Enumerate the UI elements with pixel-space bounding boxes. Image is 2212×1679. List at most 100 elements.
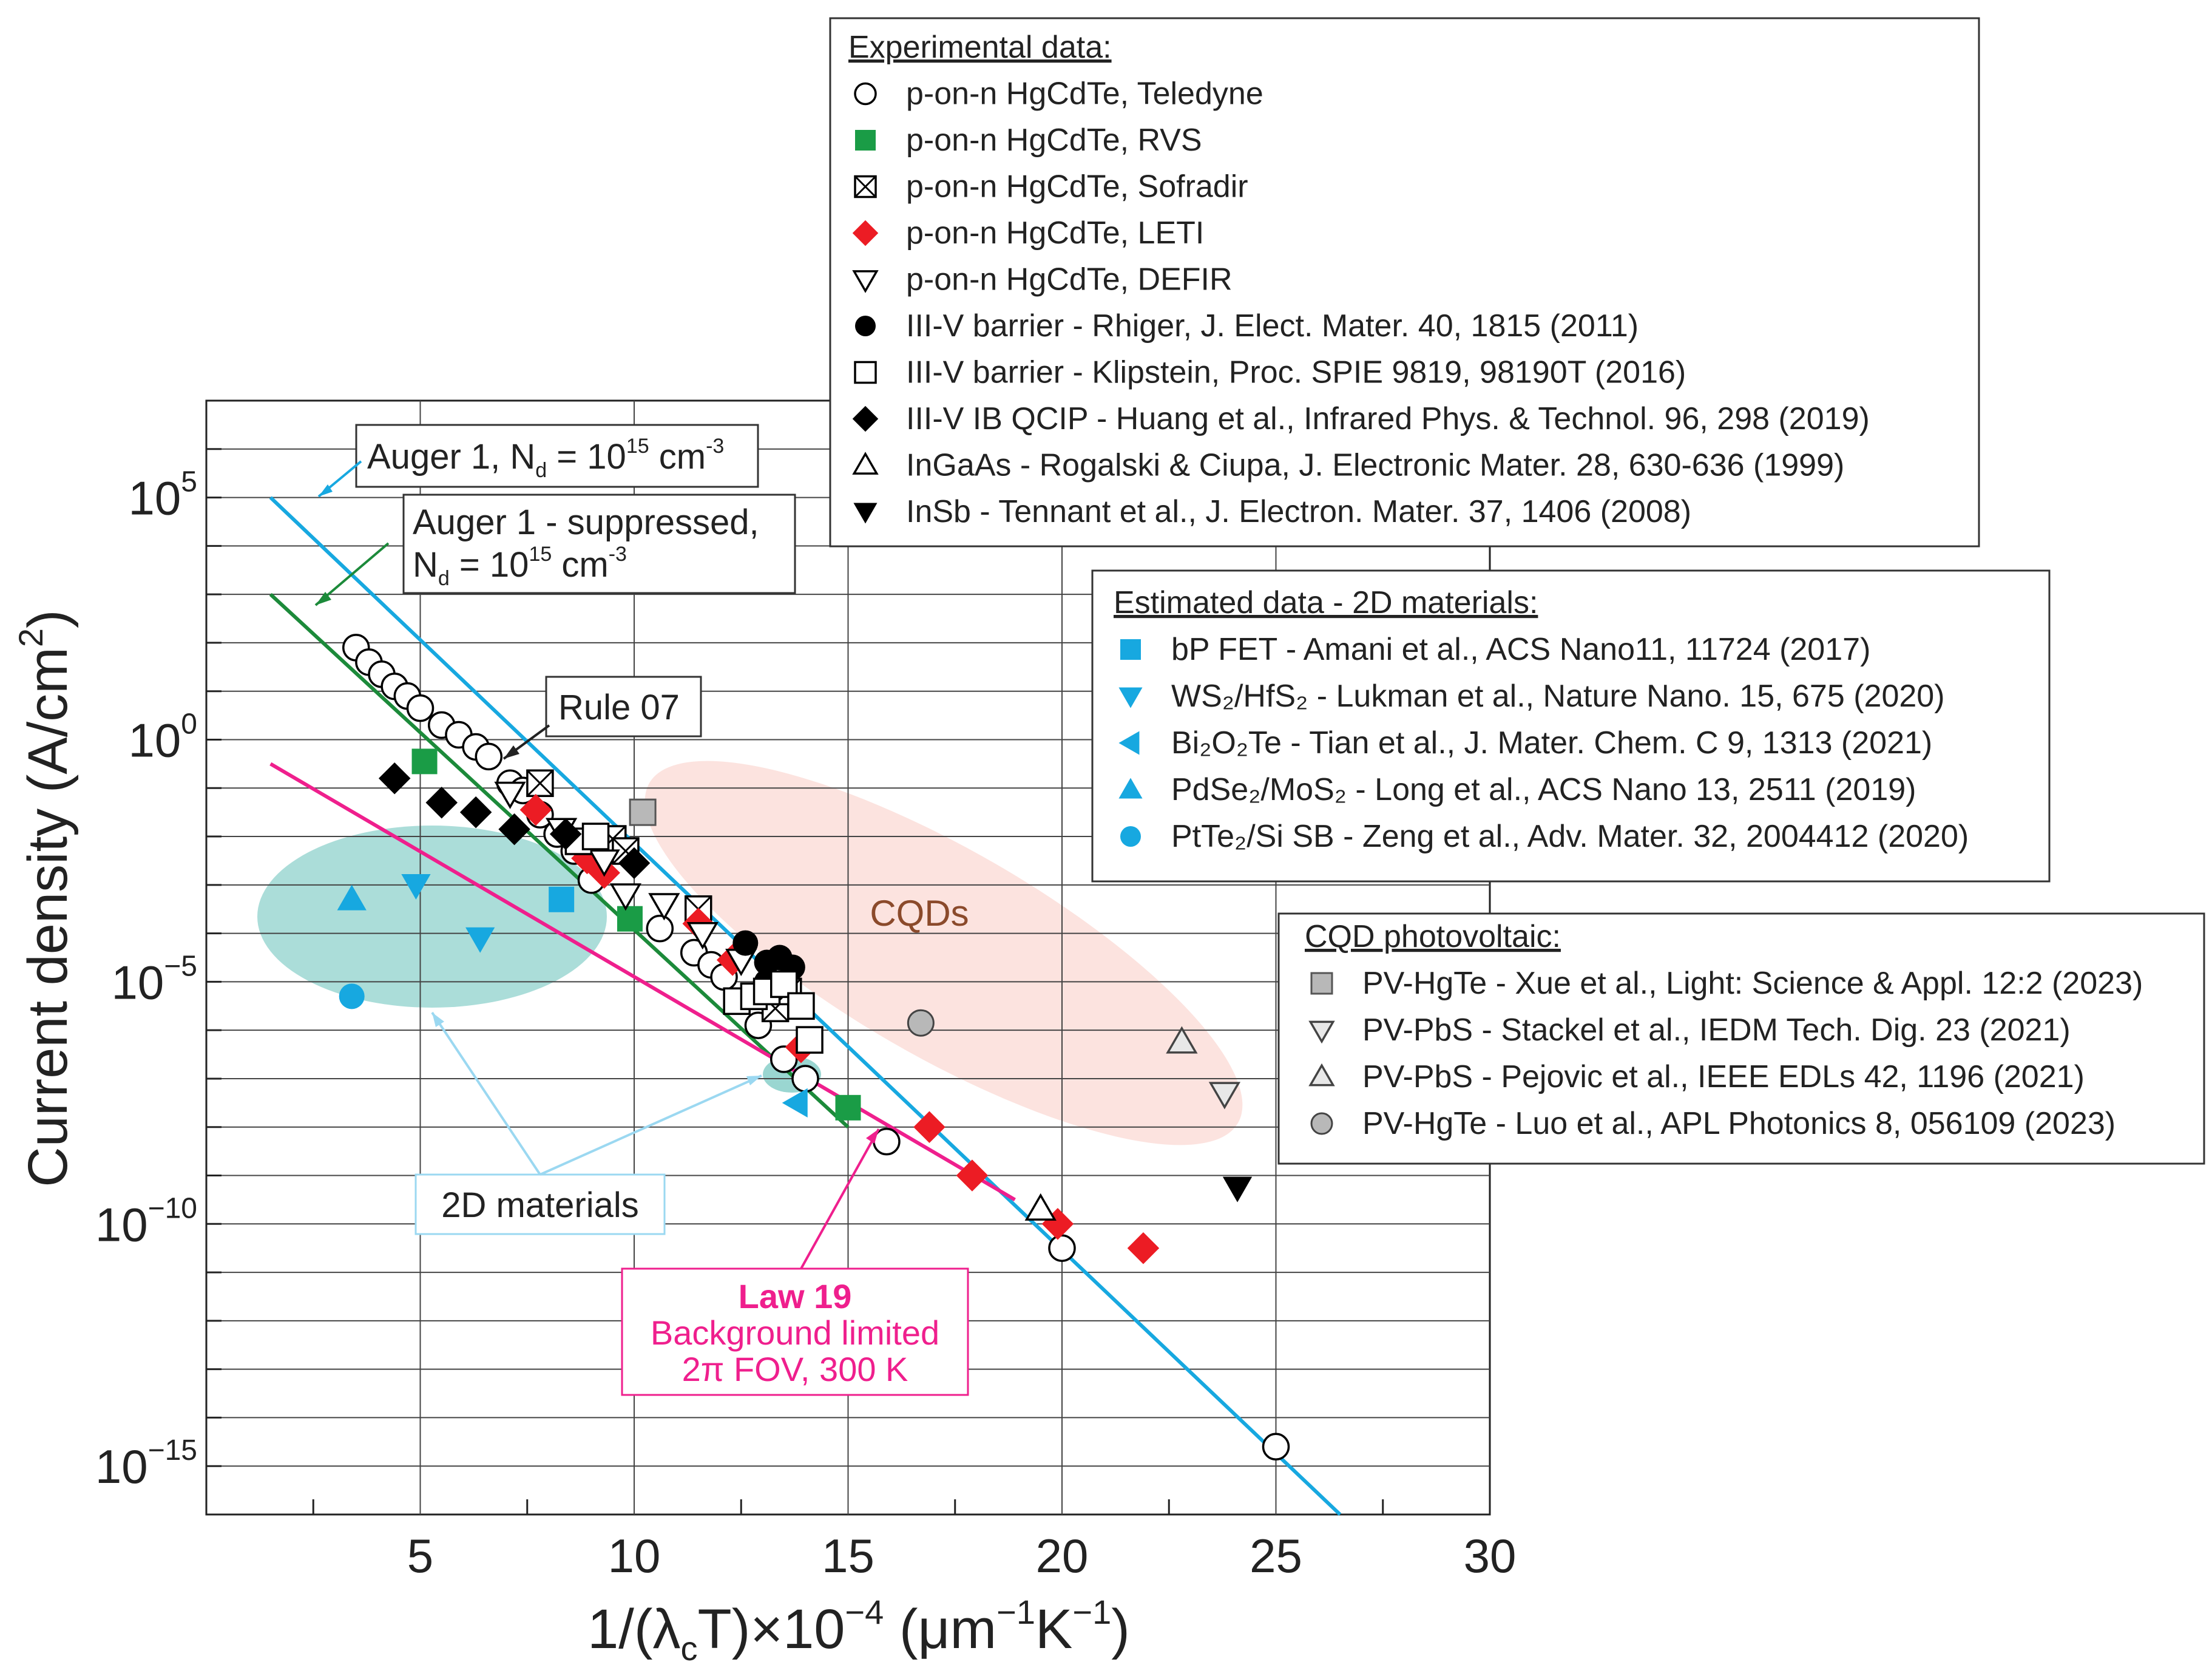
legend-marker — [1308, 1020, 1335, 1044]
annotation-law-19: Law 19 Background limited 2π FOV, 300 K — [621, 1128, 969, 1396]
series-pv-hgte-luo-et-al-apl-photonics-8-056109 — [907, 1009, 935, 1037]
legend-label: Bi₂O₂Te - Tian et al., J. Mater. Chem. C… — [1171, 725, 1932, 761]
data-point — [835, 1094, 861, 1121]
data-point — [1127, 1232, 1160, 1264]
legend-cqd-photovoltaic: CQD photovoltaic: PV-HgTe - Xue et al., L… — [1277, 912, 2205, 1165]
data-point — [411, 748, 438, 775]
x-tick-label: 30 — [1464, 1529, 1517, 1582]
data-point — [609, 883, 642, 911]
series-bp-fet-amani-et-al-acs-nano11-11724-2017 — [549, 886, 575, 912]
legend-marker — [854, 361, 877, 384]
annotation-auger-suppressed: Auger 1 - suppressed, Nd = 1015 cm-3 — [314, 494, 796, 606]
data-point — [787, 992, 815, 1020]
x-axis-title: 1/(λcT)×10−4 (μm−1K−1) — [587, 1593, 1130, 1667]
legend-marker — [1308, 1063, 1335, 1087]
legend-label: III-V IB QCIP - Huang et al., Infrared P… — [906, 401, 1870, 436]
data-point — [1222, 1176, 1253, 1202]
y-tick-label: 105 — [129, 466, 197, 525]
data-point — [588, 849, 620, 877]
legend-label: p-on-n HgCdTe, Teledyne — [906, 76, 1263, 112]
region-cqds — [644, 761, 1243, 1145]
svg-text:Rule 07: Rule 07 — [558, 688, 680, 727]
legend-marker — [1118, 687, 1143, 708]
annotation-auger1: Auger 1, Nd = 1015 cm-3 — [317, 424, 759, 498]
data-point — [1166, 1026, 1198, 1054]
series-p-on-n-hgcdte-rvs — [411, 748, 861, 1121]
annotation-2d-materials: 2D materials — [414, 1011, 762, 1235]
series-p-on-n-hgcdte-teledyne — [342, 634, 1290, 1461]
data-point — [475, 742, 503, 771]
y-tick-label: 100 — [129, 708, 197, 767]
data-point — [1024, 1193, 1057, 1221]
svg-text:2π FOV, 300 K: 2π FOV, 300 K — [682, 1350, 908, 1388]
legend-marker — [1310, 972, 1333, 995]
svg-text:Auger 1, Nd = 1015 cm-3: Auger 1, Nd = 1015 cm-3 — [367, 435, 724, 482]
legend-marker — [1310, 1112, 1333, 1135]
model-line-auger-1-suppressed-nd-10-15-cm-3 — [269, 592, 850, 1128]
svg-text:Background limited: Background limited — [651, 1314, 939, 1352]
legend-marker — [1120, 639, 1141, 660]
data-point — [618, 847, 651, 880]
legend-label: PV-PbS - Stackel et al., IEDM Tech. Dig.… — [1362, 1012, 2071, 1048]
data-point — [519, 793, 552, 826]
y-axis-title: Current density (A/cm2) — [12, 609, 79, 1187]
data-point — [498, 813, 530, 846]
legend-marker — [854, 82, 877, 106]
data-point — [629, 798, 657, 826]
series-pv-pbs-pejovic-et-al-ieee-edls-42-1196-2 — [1166, 1026, 1198, 1054]
legend-label: PtTe₂/Si SB - Zeng et al., Adv. Mater. 3… — [1171, 819, 1969, 854]
series-iii-v-barrier-klipstein-proc-spie-9819-9 — [564, 823, 824, 1054]
series-ptte-si-sb-zeng-et-al-adv-mater-32-20044 — [339, 983, 365, 1009]
legend-label: WS₂/HfS₂ - Lukman et al., Nature Nano. 1… — [1171, 679, 1945, 714]
series-pdse-mos-long-et-al-acs-nano-13-2511-201 — [337, 884, 367, 911]
legend-marker — [855, 130, 876, 151]
legend-label: p-on-n HgCdTe, RVS — [906, 123, 1202, 158]
legend-experimental: Experimental data: p-on-n HgCdTe, Teledyn… — [829, 17, 1980, 548]
data-point — [425, 786, 458, 819]
data-point — [339, 983, 365, 1009]
legend-label: III-V barrier - Rhiger, J. Elect. Mater.… — [906, 308, 1639, 344]
svg-text:Nd = 1015 cm-3: Nd = 1015 cm-3 — [413, 543, 627, 590]
legend-label: PV-HgTe - Xue et al., Light: Science & A… — [1362, 966, 2143, 1001]
data-point — [549, 886, 575, 912]
data-point — [581, 823, 610, 850]
series-pv-hgte-xue-et-al-light-science-appl-12- — [629, 798, 657, 826]
series-ingaas-rogalski-ciupa-j-electronic-mater — [1024, 1193, 1057, 1221]
data-point — [907, 1009, 935, 1037]
legend-marker — [1118, 731, 1140, 755]
legend-label: PV-HgTe - Luo et al., APL Photonics 8, 0… — [1362, 1106, 2116, 1141]
svg-text:2D materials: 2D materials — [441, 1185, 639, 1225]
x-tick-label: 20 — [1036, 1529, 1089, 1582]
data-point — [913, 1111, 945, 1143]
legend-marker — [1118, 778, 1143, 799]
series-p-on-n-hgcdte-defir — [494, 781, 757, 977]
series-ws-hfs-lukman-et-al-nature-nano-15-675-2 — [401, 873, 495, 953]
data-point — [686, 922, 719, 950]
legend-label: bP FET - Amani et al., ACS Nano11, 11724… — [1171, 632, 1870, 667]
legend-label: InSb - Tennant et al., J. Electron. Mate… — [906, 494, 1691, 529]
data-point — [494, 781, 526, 809]
legend-marker — [1120, 826, 1141, 847]
data-point — [956, 1159, 989, 1192]
legend-label: p-on-n HgCdTe, Sofradir — [906, 169, 1248, 205]
series-bi-o-te-tian-et-al-j-mater-chem-c-9-1313 — [782, 1088, 808, 1118]
data-point — [782, 1088, 808, 1118]
legend-title: CQD photovoltaic: — [1305, 919, 1561, 954]
legend-title: Experimental data: — [848, 30, 1112, 65]
data-point — [1048, 1234, 1076, 1262]
legend-marker — [855, 316, 876, 336]
data-point — [646, 914, 674, 943]
legend-marker — [854, 175, 877, 198]
data-point — [648, 893, 680, 921]
model-line-law-19-background-limited-2-fov-300-k — [269, 762, 1016, 1202]
data-point — [401, 873, 431, 900]
series-pv-pbs-stackel-et-al-iedm-tech-dig-23-20 — [1208, 1082, 1241, 1110]
legend-label: III-V barrier - Klipstein, Proc. SPIE 98… — [906, 355, 1686, 390]
x-tick-label: 15 — [822, 1529, 874, 1582]
legend-label: PV-PbS - Pejovic et al., IEEE EDLs 42, 1… — [1362, 1059, 2085, 1094]
x-tick-label: 25 — [1250, 1529, 1302, 1582]
y-tick-label: 10−15 — [95, 1434, 197, 1493]
y-tick-label: 10−10 — [95, 1192, 197, 1251]
legend-label: p-on-n HgCdTe, LETI — [906, 215, 1204, 251]
data-point — [459, 796, 492, 829]
